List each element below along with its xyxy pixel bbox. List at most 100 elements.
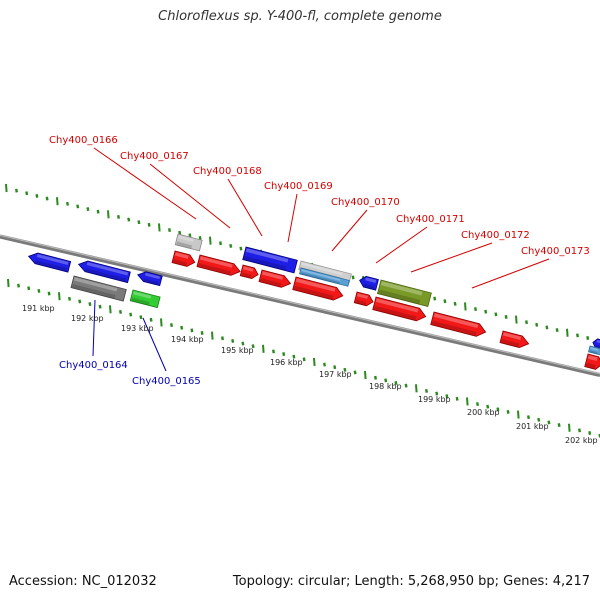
inner-tick bbox=[262, 344, 265, 353]
inner-tick bbox=[78, 299, 82, 304]
label-leader-lines bbox=[92, 147, 550, 372]
inner-tick bbox=[37, 288, 41, 293]
outer-tick bbox=[96, 209, 100, 214]
gene-arrow-shade bbox=[241, 272, 252, 279]
inner-tick bbox=[517, 410, 520, 419]
gene-arrow-shine bbox=[590, 347, 599, 351]
gene-label-top[interactable]: Chy400_0173 bbox=[521, 246, 590, 257]
gene-arrow-shine bbox=[433, 313, 479, 328]
backbone-highlight bbox=[0, 234, 600, 375]
inner-tick bbox=[241, 341, 245, 346]
gene-arrow-shine bbox=[301, 262, 343, 276]
gene-arrow[interactable] bbox=[242, 246, 298, 274]
leader-line-bottom bbox=[142, 317, 167, 372]
gene-arrow[interactable] bbox=[299, 267, 350, 287]
gene-label-top[interactable]: Chy400_0171 bbox=[396, 214, 465, 225]
gene-label-top[interactable]: Chy400_0170 bbox=[331, 197, 400, 208]
inner-tick bbox=[404, 383, 408, 388]
outer-tick bbox=[5, 183, 8, 193]
gene-label-top[interactable]: Chy400_0166 bbox=[49, 135, 118, 146]
gene-arrow-body bbox=[584, 353, 600, 370]
inner-tick bbox=[68, 296, 71, 301]
gene-arrow-shade bbox=[363, 283, 375, 290]
gene-arrow-shade bbox=[173, 259, 187, 266]
scale-label: 194 kbp bbox=[171, 335, 204, 344]
inner-tick bbox=[568, 423, 571, 432]
inner-tick bbox=[547, 420, 551, 425]
leader-line-top bbox=[331, 209, 368, 252]
gene-arrow[interactable] bbox=[171, 250, 196, 268]
gene-arrow-shade bbox=[355, 299, 367, 306]
gene-arrow[interactable] bbox=[27, 251, 72, 273]
gene-arrow[interactable] bbox=[353, 291, 374, 307]
gene-arrow[interactable] bbox=[372, 296, 428, 323]
gene-arrow[interactable] bbox=[377, 279, 432, 308]
gene-arrow[interactable] bbox=[584, 353, 600, 371]
gene-arrow-shine bbox=[245, 248, 289, 263]
outer-tick bbox=[45, 196, 49, 201]
gene-arrow-body bbox=[27, 252, 72, 273]
gene-arrow[interactable] bbox=[196, 254, 242, 277]
outer-tick bbox=[76, 204, 80, 209]
gene-label-top[interactable]: Chy400_0172 bbox=[461, 230, 530, 241]
outer-tick bbox=[15, 188, 18, 193]
gene-arrow[interactable] bbox=[137, 270, 163, 287]
gene-arrow[interactable] bbox=[174, 233, 203, 252]
gene-arrow[interactable] bbox=[258, 269, 292, 289]
gene-labels: Chy400_0166Chy400_0167Chy400_0168Chy400_… bbox=[49, 135, 590, 387]
gene-arrow[interactable] bbox=[77, 259, 131, 284]
gene-arrow-shade bbox=[260, 278, 282, 287]
gene-label-bottom[interactable]: Chy400_0164 bbox=[59, 360, 128, 371]
gene-arrow-shade bbox=[585, 362, 596, 369]
gene-arrow-shine bbox=[177, 235, 194, 243]
outer-tick bbox=[504, 314, 508, 319]
gene-arrow-shade bbox=[131, 297, 150, 306]
inner-tick bbox=[98, 304, 102, 309]
inner-tick bbox=[394, 381, 398, 385]
gene-label-top[interactable]: Chy400_0169 bbox=[264, 181, 333, 192]
outer-tick bbox=[137, 220, 141, 225]
gene-arrow-shine bbox=[301, 269, 341, 281]
inner-tick bbox=[292, 354, 296, 359]
gene-arrow-body bbox=[292, 276, 344, 301]
inner-tick bbox=[119, 309, 122, 314]
gene-arrow-shine bbox=[261, 271, 284, 280]
inner-tick bbox=[231, 338, 235, 343]
inner-scale-ticks bbox=[7, 278, 600, 438]
gene-label-top[interactable]: Chy400_0167 bbox=[120, 151, 189, 162]
gene-arrow-shade bbox=[72, 284, 116, 299]
inner-tick bbox=[455, 396, 459, 401]
gene-arrow-body bbox=[137, 271, 163, 287]
outer-tick bbox=[219, 241, 222, 246]
gene-arrow-body bbox=[499, 330, 530, 349]
inner-tick bbox=[149, 317, 153, 322]
outer-tick bbox=[229, 243, 233, 248]
inner-tick bbox=[200, 331, 204, 335]
gene-label-bottom[interactable]: Chy400_0165 bbox=[132, 376, 201, 387]
gene-arrow-shine bbox=[73, 277, 118, 292]
outer-tick bbox=[453, 301, 457, 306]
outer-tick bbox=[525, 320, 528, 325]
scale-label: 192 kbp bbox=[71, 314, 104, 323]
outer-tick bbox=[107, 210, 110, 219]
outer-tick bbox=[474, 307, 477, 312]
gene-arrow[interactable] bbox=[292, 276, 345, 302]
gene-arrow-body bbox=[129, 289, 161, 309]
gene-arrow[interactable] bbox=[129, 289, 161, 309]
inner-tick bbox=[578, 428, 581, 433]
gene-label-top[interactable]: Chy400_0168 bbox=[193, 166, 262, 177]
gene-arrow-body bbox=[171, 250, 196, 267]
leader-line-top bbox=[410, 242, 493, 273]
gene-arrow-shine bbox=[86, 261, 129, 276]
gene-arrow[interactable] bbox=[239, 264, 259, 280]
outer-tick bbox=[484, 309, 488, 314]
gene-arrow[interactable] bbox=[358, 275, 379, 291]
scale-label: 201 kbp bbox=[516, 422, 549, 431]
gene-arrow[interactable] bbox=[70, 275, 127, 302]
inner-tick bbox=[282, 352, 286, 357]
inner-tick bbox=[272, 349, 275, 354]
gene-arrow[interactable] bbox=[499, 330, 530, 350]
inner-tick bbox=[109, 305, 112, 314]
outer-tick bbox=[555, 328, 559, 333]
gene-arrow[interactable] bbox=[430, 311, 488, 338]
